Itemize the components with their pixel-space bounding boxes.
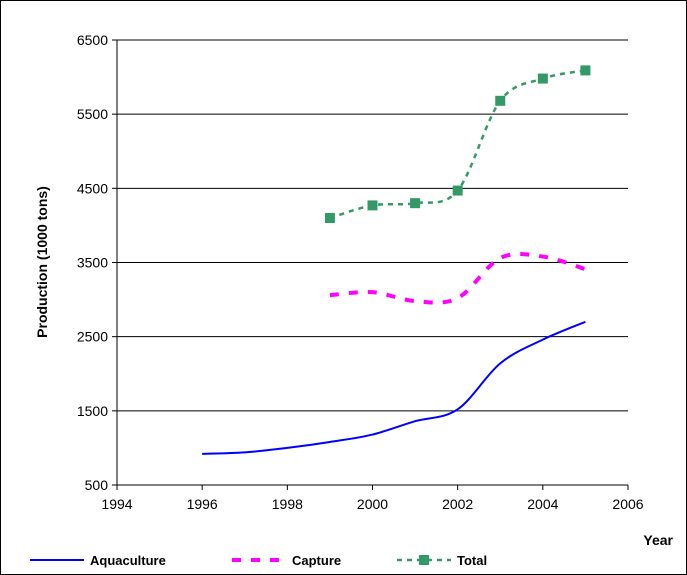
series-line-aquaculture (202, 320, 586, 455)
y-tick-label: 4500 (77, 180, 108, 196)
y-tick-label: 5500 (77, 106, 108, 122)
data-point-total (410, 198, 421, 209)
legend-marker-total (419, 555, 429, 565)
x-tick-label: 2006 (612, 496, 643, 512)
x-tick-label: 2002 (442, 496, 473, 512)
y-tick-label: 2500 (77, 329, 108, 345)
data-point-total (367, 200, 378, 211)
y-tick-label: 1500 (77, 403, 108, 419)
data-point-total (452, 185, 463, 196)
series-lines (202, 65, 591, 455)
x-tick-label: 1994 (101, 496, 132, 512)
y-tick-label: 6500 (77, 32, 108, 48)
data-point-total (495, 95, 506, 106)
data-point-total (537, 73, 548, 84)
y-tick-label: 500 (85, 477, 109, 493)
axes (112, 39, 629, 490)
legend-label-capture: Capture (292, 553, 341, 568)
x-axis-title: Year (643, 532, 673, 548)
legend-label-total: Total (457, 553, 487, 568)
data-point-total (580, 65, 591, 76)
y-tick-label: 3500 (77, 255, 108, 271)
tick-labels: 500 1500 2500 3500 4500 5500 6500 1994 1996 1998 2… (77, 32, 644, 512)
legend-label-aquaculture: Aquaculture (90, 553, 166, 568)
x-tick-label: 1996 (187, 496, 218, 512)
y-axis-title: Production (1000 tons) (34, 186, 50, 338)
x-tick-label: 2004 (527, 496, 558, 512)
gridlines (117, 39, 628, 412)
x-tick-label: 1998 (272, 496, 303, 512)
data-point-total (324, 213, 335, 223)
x-tick-label: 2000 (357, 496, 388, 512)
legend: Aquaculture Capture Total (30, 553, 487, 568)
series-line-capture (329, 252, 587, 305)
